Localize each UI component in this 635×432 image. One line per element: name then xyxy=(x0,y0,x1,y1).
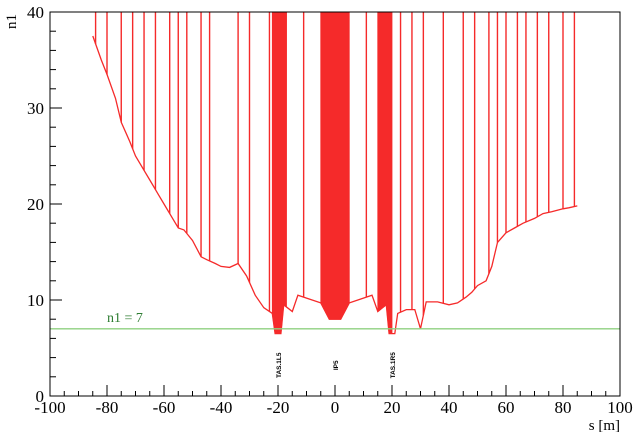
threshold-label: n1 = 7 xyxy=(107,311,143,326)
aperture-envelope xyxy=(92,35,578,335)
x-tick-label: 60 xyxy=(498,398,515,417)
x-tick-label: 100 xyxy=(607,398,633,417)
x-tick-label: 0 xyxy=(331,398,340,417)
y-tick-label: 0 xyxy=(36,387,45,406)
x-tick-label: -100 xyxy=(34,398,65,417)
y-tick-label: 30 xyxy=(27,99,44,118)
aperture-dense-band xyxy=(320,11,350,320)
aperture-dense-band xyxy=(271,11,287,334)
x-tick-label: -60 xyxy=(153,398,176,417)
y-axis-title: n1 xyxy=(4,14,20,29)
element-marker-label: TAS.1R5 xyxy=(390,352,397,379)
axes: -100 -80 -60 -40 -20 0 20 40 60 80 100 0 10 20 30 40 xyxy=(27,3,633,417)
x-tick-label: -40 xyxy=(210,398,233,417)
x-axis-title: s [m] xyxy=(589,418,620,432)
x-tick-label: -20 xyxy=(267,398,290,417)
x-tick-label: 40 xyxy=(441,398,458,417)
x-tick-label: 80 xyxy=(555,398,572,417)
aperture-dense-band xyxy=(377,11,393,334)
y-tick-label: 10 xyxy=(27,291,44,310)
x-tick-label: 20 xyxy=(384,398,401,417)
plot-area: n1 = 7 TAS.1L5 IP5 TAS.1R5 xyxy=(50,11,620,379)
x-tick-label: -80 xyxy=(96,398,119,417)
y-tick-label: 40 xyxy=(27,3,44,22)
element-marker-label: IP5 xyxy=(333,360,340,370)
element-marker-label: TAS.1L5 xyxy=(276,352,283,378)
y-tick-label: 20 xyxy=(27,195,44,214)
